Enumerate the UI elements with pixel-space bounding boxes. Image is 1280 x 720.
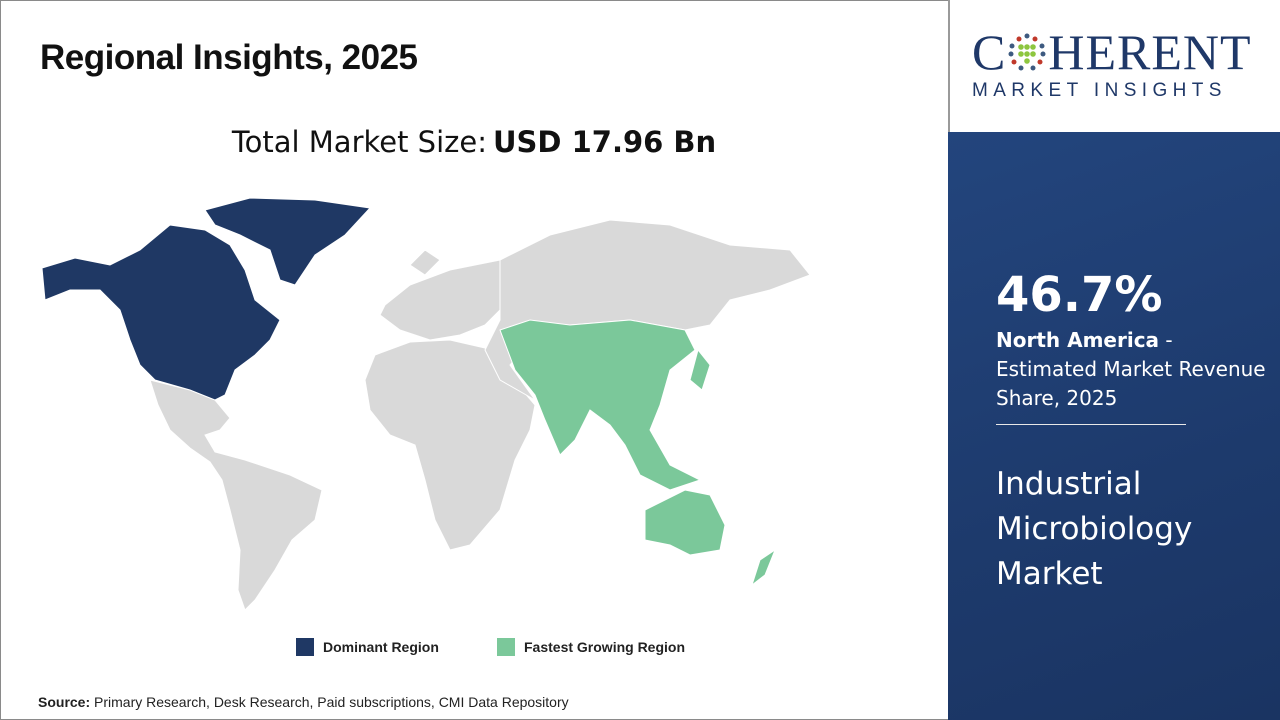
side-panel: C HERENT MARKET INSIGHTS 46.7% North Ame… xyxy=(948,0,1280,720)
logo-wordmark: C HERENT xyxy=(972,24,1252,80)
map-region-greenland xyxy=(204,197,372,286)
divider xyxy=(996,424,1186,425)
source-label: Source: xyxy=(38,694,91,710)
map-region-africa xyxy=(364,339,536,551)
page-title: Regional Insights, 2025 xyxy=(40,38,418,77)
map-region-middle-east-russia xyxy=(484,219,811,401)
legend-swatch-fastest xyxy=(497,638,515,656)
legend-swatch-dominant xyxy=(296,638,314,656)
map-region-australia xyxy=(644,489,777,587)
legend-fastest: Fastest Growing Region xyxy=(497,638,685,656)
map-region-latin-america xyxy=(149,379,323,611)
source-note: Source: Primary Research, Desk Research,… xyxy=(38,693,569,711)
legend-dominant: Dominant Region xyxy=(296,638,439,656)
source-text: Primary Research, Desk Research, Paid su… xyxy=(94,694,569,710)
legend-label: Fastest Growing Region xyxy=(524,639,686,655)
legend-label: Dominant Region xyxy=(323,639,439,655)
share-description: North America - Estimated Market Revenue… xyxy=(996,326,1266,413)
share-desc-text: - Estimated Market Revenue Share, 2025 xyxy=(996,328,1266,410)
world-map xyxy=(41,197,811,611)
map-region-north-america xyxy=(41,224,281,401)
logo-subtitle: MARKET INSIGHTS xyxy=(972,80,1227,101)
total-market-label: Total Market Size: xyxy=(231,125,487,159)
map-region-asia-pacific xyxy=(499,319,711,491)
highlight-panel: 46.7% North America - Estimated Market R… xyxy=(948,132,1280,720)
map-region-europe xyxy=(379,249,501,341)
total-market-size: Total Market Size: USD 17.96 Bn xyxy=(0,124,948,160)
market-name: Industrial Microbiology Market xyxy=(996,466,1193,592)
share-region: North America xyxy=(996,328,1160,352)
share-value: 46.7% xyxy=(996,267,1163,323)
company-logo: C HERENT MARKET INSIGHTS xyxy=(948,0,1280,132)
total-market-value: USD 17.96 Bn xyxy=(492,125,717,159)
globe-dots-icon xyxy=(1008,33,1046,71)
